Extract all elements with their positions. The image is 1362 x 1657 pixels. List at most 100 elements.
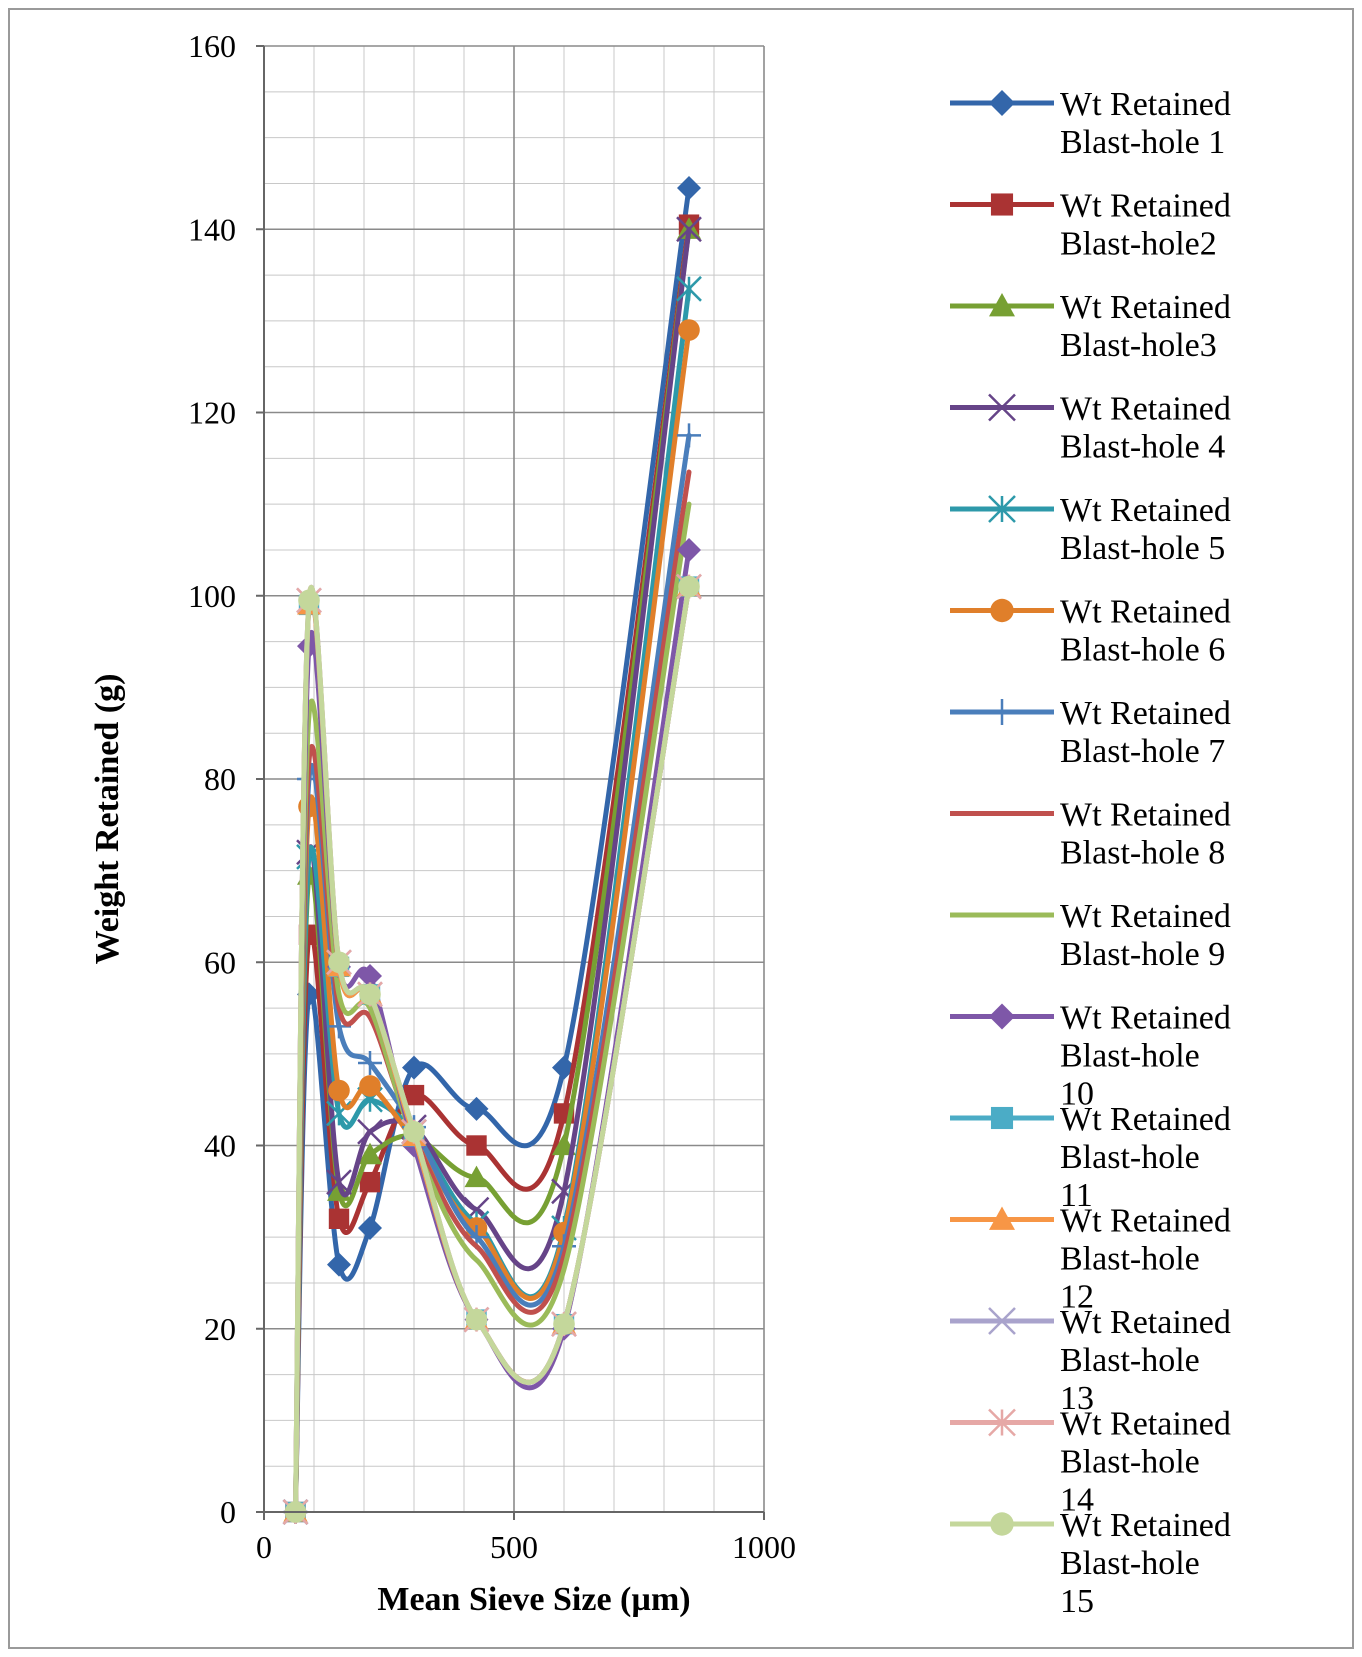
legend-label: 15 — [1060, 1583, 1094, 1620]
legend-label: Blast-hole 9 — [1060, 936, 1225, 973]
legend-label: Blast-hole — [1060, 1139, 1200, 1176]
legend-label: Blast-hole — [1060, 1444, 1200, 1481]
x-axis-title: Mean Sieve Size (µm) — [377, 1581, 690, 1618]
legend-label: Wt Retained — [1060, 1304, 1231, 1341]
legend-label: 12 — [1060, 1279, 1094, 1316]
series-line — [293, 584, 692, 1515]
legend-label: Wt Retained — [1060, 1000, 1231, 1037]
data-point-marker — [359, 983, 381, 1006]
data-point-marker — [358, 1051, 382, 1076]
legend-label: Blast-hole — [1060, 1545, 1200, 1582]
data-point-marker — [359, 1171, 381, 1193]
legend-label: 11 — [1060, 1177, 1093, 1214]
y-axis-title: Weight Retained (g) — [89, 674, 126, 965]
axis-layer: 0 20 40 60 80 100 120 140 160 0 500 1000 — [188, 28, 796, 1565]
legend-label: Wt Retained — [1060, 1507, 1231, 1544]
series-line — [293, 327, 692, 1515]
data-point-marker — [326, 1169, 352, 1196]
data-point-marker — [357, 1118, 383, 1145]
data-point-marker — [464, 1096, 489, 1121]
data-point-marker — [677, 537, 701, 562]
legend-label: Blast-hole — [1060, 1038, 1200, 1075]
legend-label: 13 — [1060, 1380, 1094, 1417]
data-point-marker — [988, 1408, 1016, 1437]
data-point-marker — [358, 1142, 382, 1165]
x-tick-label: 1000 — [732, 1529, 796, 1565]
y-tick-label: 0 — [220, 1494, 236, 1530]
x-tick-label: 500 — [490, 1529, 538, 1565]
series-15 — [284, 575, 700, 1523]
data-point-marker — [988, 1307, 1016, 1335]
data-point-marker — [989, 1003, 1015, 1030]
y-tick-label: 20 — [204, 1311, 236, 1347]
data-point-marker — [359, 1075, 381, 1097]
legend-label: Blast-hole 8 — [1060, 835, 1225, 872]
legend-label: Wt Retained — [1060, 797, 1231, 834]
data-point-marker — [358, 963, 382, 988]
y-tick-label: 40 — [204, 1128, 236, 1164]
data-point-marker — [464, 1165, 489, 1188]
data-point-marker — [988, 393, 1016, 422]
legend-label: Blast-hole 4 — [1060, 429, 1225, 466]
data-point-marker — [678, 319, 700, 341]
x-tick-label: 0 — [256, 1529, 272, 1565]
legend-label: Wt Retained — [1060, 898, 1231, 935]
data-point-marker — [990, 1512, 1014, 1536]
data-point-marker — [989, 90, 1015, 116]
data-point-marker — [403, 1120, 425, 1143]
data-point-marker — [989, 293, 1015, 317]
legend-label: Wt Retained — [1060, 695, 1231, 732]
legend-label: Blast-hole 6 — [1060, 632, 1225, 669]
legend-label: Blast-hole — [1060, 1241, 1200, 1278]
y-tick-label: 120 — [188, 395, 236, 431]
legend-label: Blast-hole2 — [1060, 226, 1217, 263]
legend-label: 10 — [1060, 1076, 1094, 1113]
data-point-marker — [553, 1313, 575, 1335]
data-point-marker — [990, 1106, 1014, 1130]
legend-label: Blast-hole 7 — [1060, 733, 1225, 770]
legend-label: Wt Retained — [1060, 188, 1231, 225]
legend-label: Blast-hole 5 — [1060, 530, 1225, 567]
data-point-marker — [327, 1252, 351, 1277]
data-point-marker — [466, 1135, 487, 1156]
legend-label: Wt Retained — [1060, 1203, 1231, 1240]
data-point-marker — [402, 1055, 426, 1080]
data-point-marker — [358, 1215, 382, 1240]
data-point-marker — [677, 423, 701, 448]
y-tick-label: 60 — [204, 944, 236, 980]
data-point-marker — [677, 176, 701, 201]
legend-label: Wt Retained — [1060, 391, 1231, 428]
data-point-marker — [989, 699, 1015, 725]
data-point-marker — [298, 589, 320, 612]
legend-label: Wt Retained — [1060, 289, 1231, 326]
data-point-marker — [990, 193, 1014, 216]
y-tick-label: 140 — [188, 211, 236, 247]
data-point-marker — [328, 951, 350, 974]
legend-label: Wt Retained — [1060, 594, 1231, 631]
y-tick-label: 100 — [188, 578, 236, 614]
data-point-marker — [678, 575, 700, 598]
series-layer — [282, 176, 702, 1525]
data-point-marker — [990, 598, 1014, 623]
legend-label: Blast-hole3 — [1060, 327, 1217, 364]
series-2 — [285, 214, 700, 1523]
y-tick-label: 80 — [204, 761, 236, 797]
legend-label: Blast-hole 1 — [1060, 124, 1225, 161]
data-point-marker — [989, 1206, 1015, 1230]
legend-label: Wt Retained — [1060, 1101, 1231, 1138]
